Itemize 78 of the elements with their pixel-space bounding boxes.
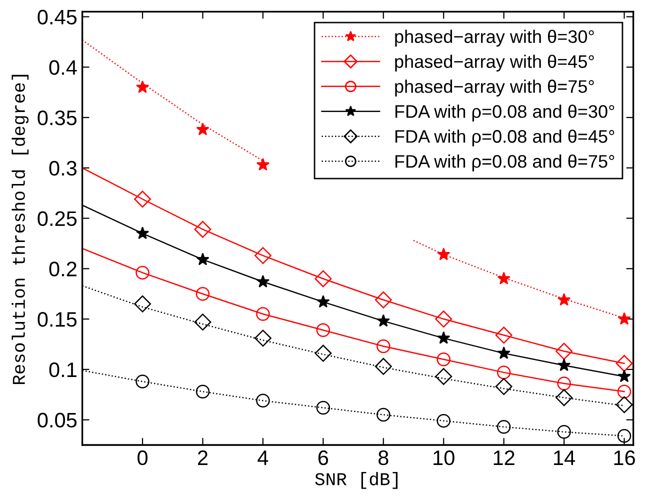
x-tick-label: 14	[554, 450, 576, 465]
point	[497, 346, 510, 359]
point	[196, 122, 210, 136]
y-tick-label: 0.4	[49, 60, 77, 75]
point	[136, 80, 150, 93]
point	[314, 270, 332, 288]
legend-label: FDA with ρ=0.08 and θ=75°	[395, 154, 614, 172]
x-axis-title: SNR [dB]	[315, 472, 398, 489]
point	[376, 314, 390, 327]
x-tick-label: 10	[434, 450, 454, 466]
point	[617, 429, 632, 443]
point	[557, 358, 571, 372]
point	[374, 358, 392, 375]
point	[134, 190, 151, 208]
point	[437, 331, 450, 344]
x-tick-label: 8	[378, 450, 388, 466]
point	[256, 274, 270, 288]
point	[256, 394, 270, 408]
y-axis-title: Resolution threshold [degree]	[12, 74, 29, 384]
point	[136, 266, 150, 280]
legend-label: phased−array with θ=30°	[395, 30, 594, 47]
point	[497, 272, 510, 284]
point	[556, 342, 573, 360]
y-tick-label: 0.1	[49, 362, 76, 378]
point	[496, 366, 511, 380]
point	[196, 384, 210, 398]
point	[557, 425, 571, 439]
point	[196, 286, 210, 301]
point	[435, 310, 452, 328]
point	[134, 295, 151, 312]
x-tick-label: 16	[614, 450, 635, 466]
point	[556, 389, 573, 406]
point	[376, 339, 390, 354]
point	[196, 252, 210, 266]
point	[136, 226, 150, 240]
y-tick-label: 0.25	[38, 211, 77, 226]
legend-label: phased−array with θ=75°	[395, 80, 594, 96]
x-tick-label: 6	[318, 450, 328, 466]
point	[557, 376, 571, 390]
y-tick-label: 0.35	[38, 110, 77, 126]
y-tick-label: 0.15	[38, 312, 77, 327]
point	[436, 352, 450, 366]
point	[256, 307, 270, 321]
point	[616, 354, 633, 372]
point	[616, 396, 633, 414]
point	[254, 247, 272, 264]
point	[316, 400, 330, 415]
point	[495, 378, 512, 396]
x-tick-label: 0	[138, 450, 148, 466]
x-tick-label: 12	[494, 450, 514, 465]
y-tick-label: 0.2	[49, 262, 76, 276]
point	[316, 295, 330, 308]
x-tick-label: 4	[258, 450, 268, 465]
point	[256, 158, 270, 171]
x-tick-label: 2	[198, 450, 208, 465]
point	[376, 408, 390, 422]
point	[618, 312, 631, 325]
y-tick-label: 0.3	[49, 160, 77, 176]
point	[316, 323, 330, 337]
point	[194, 220, 212, 238]
point	[314, 344, 332, 362]
point	[374, 291, 392, 308]
point	[496, 420, 511, 434]
y-tick-label: 0.05	[38, 412, 77, 428]
point	[194, 314, 212, 331]
point	[618, 370, 631, 382]
point	[254, 330, 272, 347]
y-tick-label: 0.45	[38, 10, 77, 24]
point	[436, 414, 450, 428]
legend-label: FDA with ρ=0.08 and θ=30°	[395, 104, 614, 122]
point	[136, 374, 150, 388]
point	[435, 368, 452, 385]
point	[617, 384, 632, 398]
legend-label: FDA with ρ=0.08 and θ=45°	[395, 130, 614, 146]
point	[437, 248, 450, 260]
legend-label: phased−array with θ=45°	[395, 54, 594, 72]
point	[495, 326, 512, 344]
point	[557, 293, 571, 306]
